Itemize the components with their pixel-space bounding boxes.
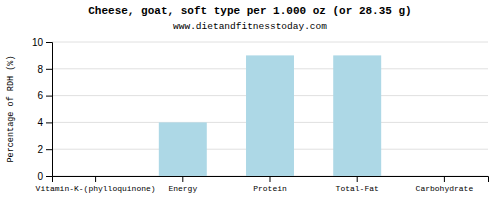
- tick: 4: [37, 117, 52, 128]
- tick-mark: [46, 96, 52, 97]
- axis-line: [53, 177, 489, 183]
- tick-mark: [444, 176, 445, 182]
- bar: [420, 176, 468, 177]
- tick-label: 8: [37, 64, 43, 75]
- tick-label: Carbohydrate: [416, 184, 474, 193]
- tick-mark: [46, 42, 52, 43]
- bar: [333, 55, 381, 176]
- tick-label: Energy: [168, 184, 197, 193]
- bars: [159, 55, 381, 176]
- tick: Carbohydrate: [416, 176, 474, 193]
- plot: 0 2 4 6 8 10 Vitamin-K-(phylloquinone) Energy Pr…: [32, 37, 489, 193]
- title: Cheese, goat, soft type per 1.000 oz (or…: [88, 5, 411, 17]
- bar: [159, 122, 207, 176]
- tick-mark: [270, 176, 271, 182]
- grid-line: [52, 42, 488, 43]
- tick: Protein: [253, 176, 287, 193]
- tick-label: Protein: [253, 184, 287, 193]
- bar: [72, 176, 120, 177]
- grid: [52, 42, 488, 176]
- axis-line: [46, 43, 53, 177]
- tick-label: 4: [37, 117, 43, 128]
- tick-label: 2: [37, 144, 43, 155]
- tick-label: Total-Fat: [336, 184, 379, 193]
- tick-mark: [357, 176, 358, 182]
- tick-label: Vitamin-K-(phylloquinone): [36, 184, 156, 193]
- tick: 10: [32, 37, 52, 48]
- tick-mark: [46, 69, 52, 70]
- tick-mark: [182, 176, 183, 182]
- subtitle: www.dietandfitnesstoday.com: [173, 21, 327, 32]
- tick-mark: [95, 176, 96, 182]
- y-axis: 0 2 4 6 8 10: [32, 37, 53, 182]
- tick-label: 6: [37, 90, 43, 101]
- tick-label: 10: [32, 37, 44, 48]
- tick-label: 0: [37, 171, 43, 182]
- bar: [246, 55, 294, 176]
- tick-mark: [46, 149, 52, 150]
- tick: Energy: [168, 176, 197, 193]
- x-axis: Vitamin-K-(phylloquinone) Energy Protein To…: [36, 176, 489, 193]
- tick-mark: [46, 176, 52, 177]
- chart-svg: Cheese, goat, soft type per 1.000 oz (or…: [0, 0, 500, 200]
- y-axis-title: Percentage of RDH (%): [6, 55, 16, 162]
- tick: 0: [37, 171, 52, 182]
- tick: 6: [37, 90, 52, 101]
- tick: 2: [37, 144, 52, 155]
- tick: Vitamin-K-(phylloquinone): [36, 176, 156, 193]
- tick: Total-Fat: [336, 176, 379, 193]
- tick-mark: [46, 122, 52, 123]
- tick: 8: [37, 64, 52, 75]
